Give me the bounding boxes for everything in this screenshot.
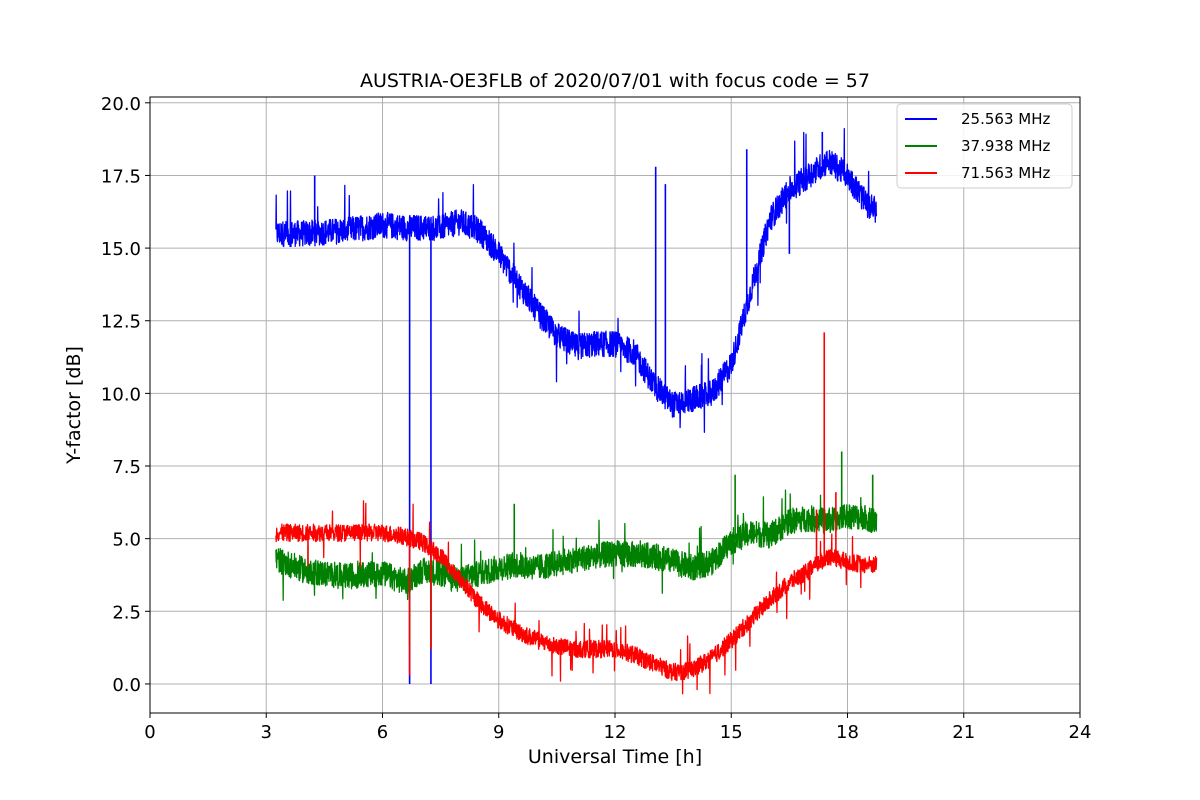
axis-ticks: 0 3 6 9 12 15 18 21 24 0.0 2.5 5.0 7.5 10.0 12.5 15.0 17… [101,94,1092,743]
legend: 25.563 MHz 37.938 MHz 71.563 MHz [896,103,1073,189]
y-tick-label: 20.0 [101,94,141,115]
y-tick-label: 2.5 [112,602,141,623]
legend-entry-label: 25.563 MHz [961,110,1050,128]
x-tick-label: 3 [261,722,272,743]
y-tick-label: 5.0 [112,530,141,551]
y-tick-label: 17.5 [101,166,141,187]
x-axis-label: Universal Time [h] [528,746,702,768]
y-tick-label: 12.5 [101,312,141,333]
x-tick-label: 12 [604,722,627,743]
legend-box [896,103,1073,189]
chart-title: AUSTRIA-OE3FLB of 2020/07/01 with focus … [360,70,870,92]
y-tick-label: 0.0 [112,675,141,696]
x-tick-label: 0 [144,722,155,743]
x-tick-label: 9 [493,722,504,743]
y-tick-label: 7.5 [112,457,141,478]
y-tick-label: 15.0 [101,239,141,260]
x-tick-label: 21 [952,722,975,743]
legend-entry-label: 37.938 MHz [961,137,1050,155]
series-2 [275,332,878,695]
y-tick-label: 10.0 [101,384,141,405]
x-tick-label: 24 [1069,722,1092,743]
x-tick-label: 6 [377,722,388,743]
series-line [275,489,878,601]
x-tick-label: 18 [836,722,859,743]
x-tick-label: 15 [720,722,743,743]
series-layer [275,127,878,695]
series-line [275,127,878,433]
y-axis-label: Y-factor [dB] [63,346,85,465]
legend-entry-label: 71.563 MHz [961,164,1050,182]
series-line [275,500,878,695]
